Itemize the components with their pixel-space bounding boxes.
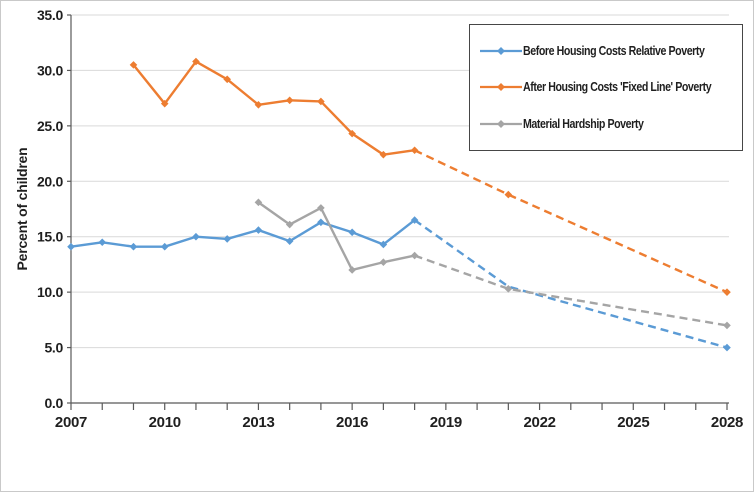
y-tick-label: 0.0 (44, 395, 63, 411)
series-solid-after-housing-costs-fixed-line-poverty (132, 60, 415, 156)
y-tick-label: 20.0 (37, 173, 64, 189)
data-point-marker-before-housing-costs-relative-poverty (379, 240, 388, 249)
data-point-marker-after-housing-costs-fixed-line-poverty (348, 129, 356, 138)
data-point-marker-material-hardship-poverty (254, 198, 263, 207)
data-point-marker-before-housing-costs-relative-poverty (254, 226, 263, 234)
y-tick-label: 5.0 (44, 340, 63, 356)
y-axis-title: Percent of children (14, 147, 30, 271)
series-solid-before-housing-costs-relative-poverty (70, 219, 416, 248)
series-dashed-after-housing-costs-fixed-line-poverty (414, 149, 728, 294)
series-solid-material-hardship-poverty (257, 201, 415, 272)
legend-entry-before-housing: Before Housing Costs Relative Poverty (480, 44, 738, 58)
data-point-marker-after-housing-costs-fixed-line-poverty (504, 190, 513, 199)
data-point-marker-after-housing-costs-fixed-line-poverty (285, 96, 294, 105)
data-point-marker-material-hardship-poverty (348, 266, 356, 274)
legend-key-line-marker-icon (480, 47, 522, 56)
data-point-marker-before-housing-costs-relative-poverty (317, 218, 325, 227)
data-point-marker-before-housing-costs-relative-poverty (285, 237, 294, 245)
legend: Before Housing Costs Relative Poverty Af… (469, 24, 743, 151)
data-point-marker-material-hardship-poverty (410, 251, 419, 260)
legend-key-line-marker-icon (480, 119, 522, 128)
x-tick-label: 2019 (430, 414, 462, 431)
data-point-marker-before-housing-costs-relative-poverty (192, 232, 200, 241)
x-tick-label: 2007 (55, 414, 87, 431)
data-point-marker-before-housing-costs-relative-poverty (98, 238, 107, 247)
data-point-marker-after-housing-costs-fixed-line-poverty (317, 97, 325, 106)
data-point-marker-after-housing-costs-fixed-line-poverty (723, 288, 731, 296)
data-point-marker-before-housing-costs-relative-poverty (348, 228, 356, 237)
data-point-marker-material-hardship-poverty (285, 220, 294, 229)
y-tick-label: 10.0 (37, 284, 64, 300)
data-point-marker-after-housing-costs-fixed-line-poverty (129, 61, 138, 69)
data-point-marker-after-housing-costs-fixed-line-poverty (223, 75, 231, 84)
legend-key-line-marker-icon (480, 83, 522, 92)
data-point-marker-before-housing-costs-relative-poverty (723, 343, 731, 352)
legend-label: Before Housing Costs Relative Poverty (523, 44, 705, 59)
x-tick-label: 2022 (523, 414, 555, 431)
data-point-marker-after-housing-costs-fixed-line-poverty (254, 100, 263, 109)
y-tick-label: 15.0 (37, 229, 64, 245)
data-point-marker-material-hardship-poverty (317, 204, 325, 212)
legend-label: After Housing Costs 'Fixed Line' Poverty (523, 80, 712, 95)
data-point-marker-material-hardship-poverty (379, 258, 388, 267)
data-point-marker-before-housing-costs-relative-poverty (129, 242, 138, 251)
y-tick-label: 25.0 (37, 118, 64, 134)
data-point-marker-before-housing-costs-relative-poverty (67, 242, 75, 251)
data-point-marker-material-hardship-poverty (504, 285, 513, 293)
legend-label: Material Hardship Poverty (523, 116, 644, 131)
data-point-marker-after-housing-costs-fixed-line-poverty (192, 57, 200, 66)
data-point-marker-material-hardship-poverty (723, 321, 731, 330)
x-tick-label: 2025 (617, 414, 649, 431)
y-tick-label: 35.0 (37, 7, 64, 23)
x-tick-label: 2013 (242, 414, 274, 431)
data-point-marker-before-housing-costs-relative-poverty (410, 216, 419, 224)
series-dashed-before-housing-costs-relative-poverty (413, 219, 728, 349)
series-dashed-material-hardship-poverty (414, 254, 728, 327)
x-tick-label: 2010 (149, 414, 181, 431)
data-point-marker-before-housing-costs-relative-poverty (160, 242, 169, 251)
x-tick-label: 2016 (336, 414, 368, 431)
data-point-marker-after-housing-costs-fixed-line-poverty (379, 150, 388, 159)
data-point-marker-after-housing-costs-fixed-line-poverty (410, 146, 419, 155)
y-tick-label: 30.0 (37, 62, 64, 78)
x-tick-label: 2028 (711, 414, 743, 431)
legend-entry-material-hardship: Material Hardship Poverty (480, 117, 738, 131)
legend-entry-after-housing: After Housing Costs 'Fixed Line' Poverty (480, 80, 738, 94)
data-point-marker-before-housing-costs-relative-poverty (223, 235, 231, 243)
data-point-marker-after-housing-costs-fixed-line-poverty (160, 99, 169, 108)
